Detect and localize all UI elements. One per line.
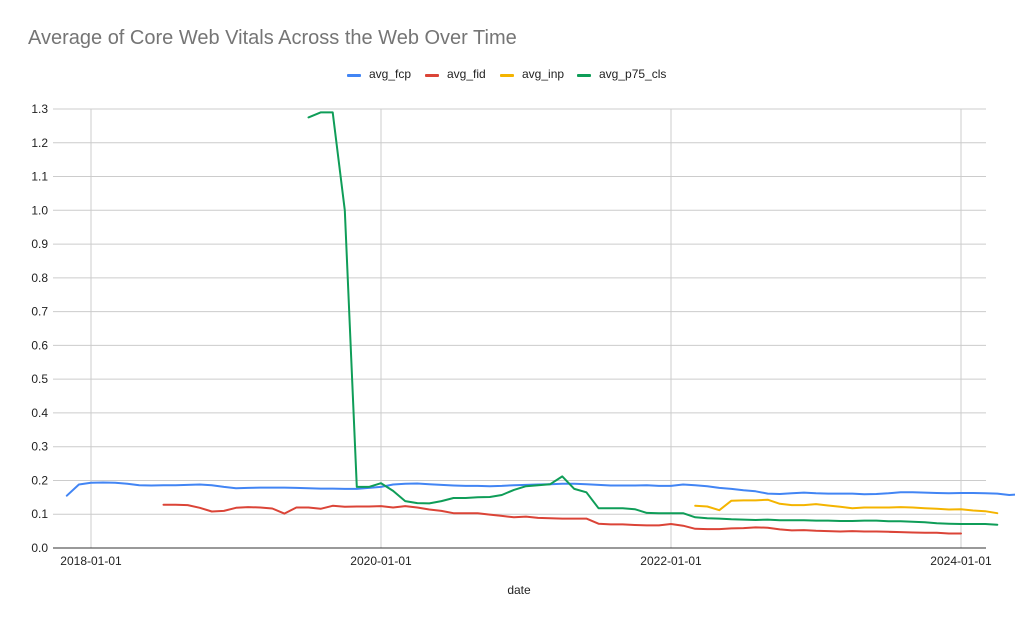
y-tick-label: 0.7 — [31, 305, 48, 319]
y-tick-label: 1.0 — [31, 203, 48, 217]
x-tick-label: 2022-01-01 — [640, 554, 702, 568]
y-tick-label: 0.9 — [31, 237, 48, 251]
y-tick-label: 1.2 — [31, 136, 48, 150]
x-axis-title: date — [507, 583, 531, 597]
y-tick-label: 1.3 — [31, 102, 48, 116]
chart-title: Average of Core Web Vitals Across the We… — [28, 27, 517, 49]
y-axis-ticks: 0.0 0.1 0.2 0.3 0.4 0.5 0.6 0.7 0.8 0.9 1.0 1.1 1.2 1… — [31, 102, 48, 555]
x-axis-ticks: 2018-01-01 2020-01-01 2022-01-01 2024-01-01 — [60, 554, 992, 568]
y-tick-label: 0.0 — [31, 541, 48, 555]
legend-label: avg_p75_cls — [599, 67, 667, 81]
series-line-avg-p75-cls — [307, 111, 999, 526]
legend-swatch-avg-p75-cls — [577, 74, 591, 77]
y-tick-label: 0.3 — [31, 440, 48, 454]
x-tick-label: 2020-01-01 — [350, 554, 412, 568]
legend-label: avg_fid — [447, 67, 486, 81]
y-tick-label: 0.6 — [31, 338, 48, 352]
series-line-avg-fid — [162, 503, 962, 535]
legend-swatch-avg-fcp — [347, 74, 361, 77]
legend-swatch-avg-inp — [500, 74, 514, 77]
legend: avg_fcp avg_fid avg_inp avg_p75_cls — [0, 66, 1015, 86]
y-tick-label: 0.4 — [31, 406, 48, 420]
y-tick-label: 0.1 — [31, 507, 48, 521]
x-tick-label: 2018-01-01 — [60, 554, 122, 568]
vertical-gridlines — [90, 109, 962, 548]
legend-swatch-avg-fid — [425, 74, 439, 77]
legend-label: avg_fcp — [369, 67, 412, 81]
series-lines — [65, 111, 1015, 535]
x-tick-label: 2024-01-01 — [930, 554, 992, 568]
y-tick-label: 0.8 — [31, 271, 48, 285]
y-tick-label: 0.5 — [31, 372, 48, 386]
y-tick-label: 1.1 — [31, 170, 48, 184]
y-tick-label: 0.2 — [31, 473, 48, 487]
series-line-avg-inp — [694, 498, 999, 515]
legend-label: avg_inp — [522, 67, 565, 81]
horizontal-gridlines — [53, 108, 986, 515]
